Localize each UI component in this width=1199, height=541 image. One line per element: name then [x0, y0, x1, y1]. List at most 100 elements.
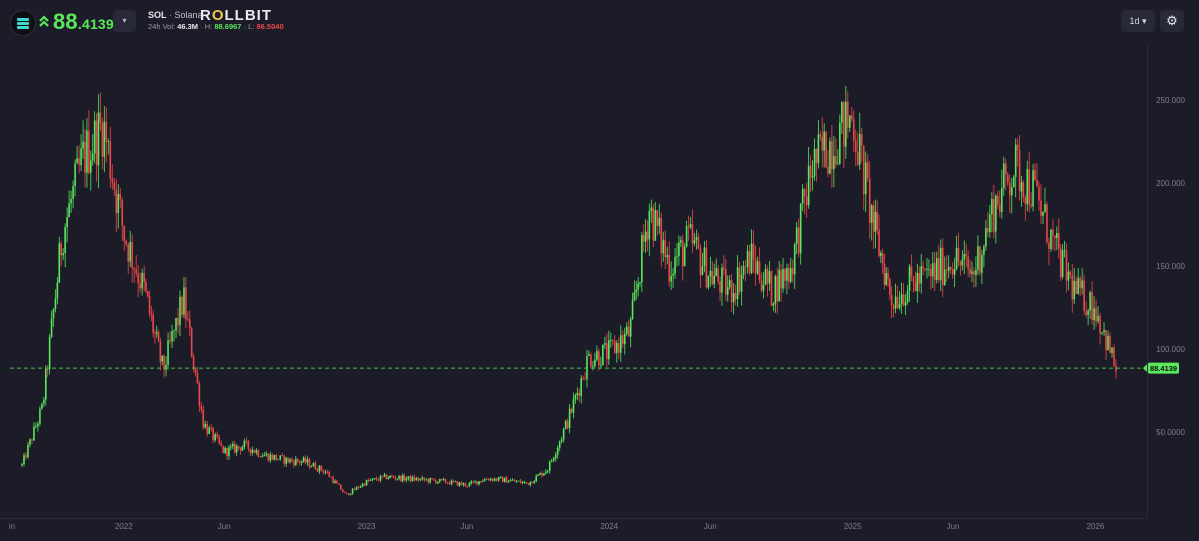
- candle-body: [365, 479, 368, 486]
- timeframe-selector[interactable]: 1d ▾: [1121, 10, 1155, 32]
- candle-body: [623, 333, 626, 345]
- candle-body: [72, 186, 74, 199]
- candle-body: [88, 130, 90, 173]
- candle-body: [1006, 174, 1009, 183]
- candle-body: [560, 439, 563, 442]
- candle-body: [951, 269, 954, 275]
- candle-body: [328, 472, 331, 477]
- candle-body: [556, 447, 559, 455]
- candle-body: [470, 481, 473, 484]
- candle-body: [1085, 311, 1087, 316]
- candle-body: [373, 478, 376, 480]
- candle-body: [517, 480, 520, 482]
- candle-body: [521, 482, 524, 484]
- candle-body: [359, 486, 362, 488]
- candle-body: [639, 282, 641, 284]
- candle-body: [41, 403, 43, 409]
- candle-body: [912, 276, 915, 283]
- candle-body: [930, 268, 932, 277]
- candle-body: [269, 454, 272, 461]
- candle-body: [1057, 233, 1060, 249]
- brand-o: O: [211, 7, 225, 24]
- candle-body: [746, 251, 749, 267]
- candle-body: [1030, 204, 1032, 207]
- candle-body: [95, 120, 98, 166]
- candle-body: [308, 459, 311, 467]
- candle-body: [403, 475, 406, 481]
- candle-body: [302, 457, 305, 462]
- candle-body: [768, 271, 771, 284]
- candle-body: [541, 472, 543, 476]
- market-dropdown-button[interactable]: ▾: [113, 10, 136, 32]
- candle-body: [381, 476, 384, 477]
- candle-body: [198, 382, 201, 407]
- candle-body: [1008, 182, 1011, 196]
- candle-body: [322, 470, 325, 473]
- market-symbol: SOL: [148, 10, 167, 20]
- candle-body: [568, 408, 571, 428]
- candle-body: [1061, 250, 1064, 277]
- candle-body: [35, 426, 37, 428]
- brand-rest: LLBIT: [224, 7, 273, 24]
- candle-body: [644, 231, 647, 242]
- candle-body: [983, 246, 985, 255]
- y-axis-tick-label: 200.000: [1156, 179, 1185, 188]
- candle-body: [750, 243, 753, 273]
- candle-body: [839, 122, 841, 164]
- candle-body: [52, 309, 55, 319]
- candle-body: [163, 355, 165, 370]
- candle-body: [133, 268, 135, 270]
- candle-body: [419, 478, 422, 481]
- candle-body: [21, 463, 23, 466]
- candle-body: [786, 267, 788, 281]
- candle-body: [349, 493, 352, 495]
- candle-body: [46, 369, 49, 370]
- rollbit-logo: ROLLBIT: [200, 7, 272, 24]
- candle-body: [74, 163, 76, 187]
- candle-body: [615, 343, 618, 353]
- candle-body: [564, 420, 567, 429]
- candle-body: [157, 332, 160, 342]
- candle-body: [717, 268, 719, 282]
- candle-body: [425, 479, 428, 481]
- candle-body: [1101, 332, 1103, 334]
- candle-body: [590, 354, 592, 367]
- candle-body: [676, 256, 678, 258]
- candle-body: [107, 141, 110, 143]
- candle-body: [728, 280, 731, 288]
- candle-body: [756, 261, 759, 274]
- candle-body: [353, 488, 356, 490]
- candle-body: [464, 483, 467, 487]
- candle-body: [819, 134, 822, 137]
- settings-button[interactable]: ⚙: [1160, 10, 1184, 32]
- candle-body: [1034, 170, 1036, 181]
- candle-body: [1089, 292, 1091, 311]
- candle-body: [892, 305, 895, 309]
- candle-body: [1026, 169, 1029, 204]
- low-label: · L:: [243, 22, 255, 31]
- candle-body: [115, 189, 118, 214]
- candle-body: [135, 269, 137, 274]
- candle-body: [253, 450, 256, 453]
- candle-body: [807, 165, 810, 206]
- candle-body: [788, 267, 790, 282]
- candle-body: [896, 296, 899, 308]
- candle-body: [711, 270, 714, 285]
- candle-body: [837, 163, 839, 165]
- candle-body: [143, 272, 145, 282]
- candle-body: [817, 134, 820, 164]
- candle-body: [619, 335, 622, 353]
- candle-body: [487, 479, 490, 481]
- candle-body: [578, 392, 581, 396]
- double-chevron-up-icon: [39, 15, 49, 27]
- candle-body: [377, 479, 380, 481]
- candle-body: [642, 235, 645, 242]
- candle-body: [503, 477, 506, 482]
- candle-body: [224, 447, 226, 453]
- candle-body: [1024, 197, 1027, 204]
- candle-body: [355, 486, 358, 490]
- candle-body: [340, 484, 342, 490]
- candle-body: [527, 483, 530, 486]
- candle-body: [394, 477, 397, 480]
